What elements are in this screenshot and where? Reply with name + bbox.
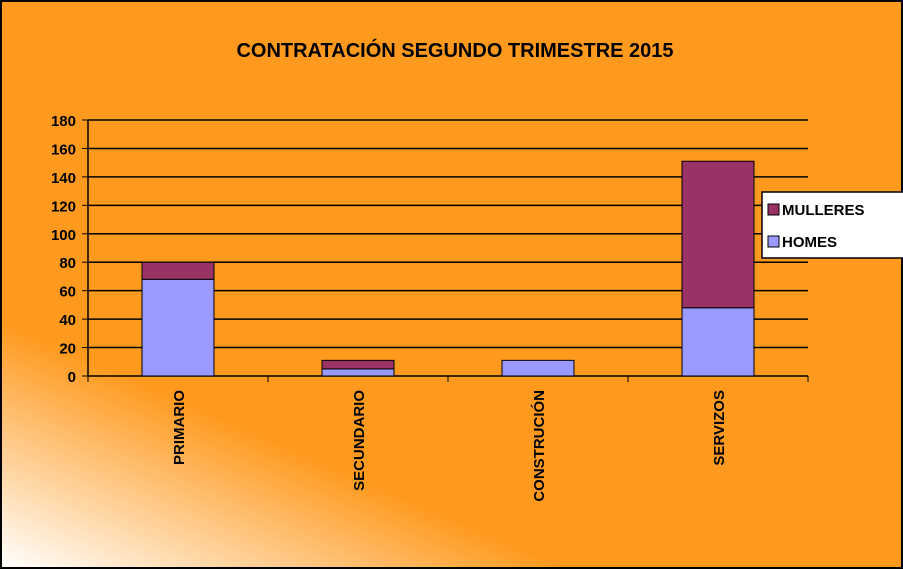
y-tick-label: 80 [59,255,76,272]
y-tick-label: 120 [51,198,76,215]
x-tick-label: CONSTRUCIÓN [530,390,548,502]
legend: MULLERES HOMES [761,191,903,259]
x-tick-label: PRIMARIO [171,390,188,465]
bar-segment [681,160,755,309]
chart-title: CONTRATACIÓN SEGUNDO TRIMESTRE 2015 [236,38,673,62]
y-tick-label: 20 [59,341,76,358]
y-tick-label: 40 [59,312,76,329]
bar-segment [321,359,395,370]
y-tick-label: 60 [59,284,76,301]
legend-label: MULLERES [782,202,865,219]
y-tick-label: 160 [51,141,76,158]
legend-box [761,191,903,259]
x-tick-label: SERVIZOS [711,390,728,466]
bar-segment [141,278,215,377]
y-tick-label: 100 [51,227,76,244]
bar-segment [501,359,575,377]
legend-swatch [767,235,780,248]
x-tick-label: SECUNDARIO [351,390,368,491]
y-tick-label: 0 [68,369,76,386]
bar-segment [681,307,755,377]
bar-segment [141,261,215,280]
y-tick-label: 140 [51,170,76,187]
bar-segment [321,368,395,377]
legend-label: HOMES [782,234,837,251]
legend-swatch [767,203,780,216]
y-tick-label: 180 [51,113,76,130]
